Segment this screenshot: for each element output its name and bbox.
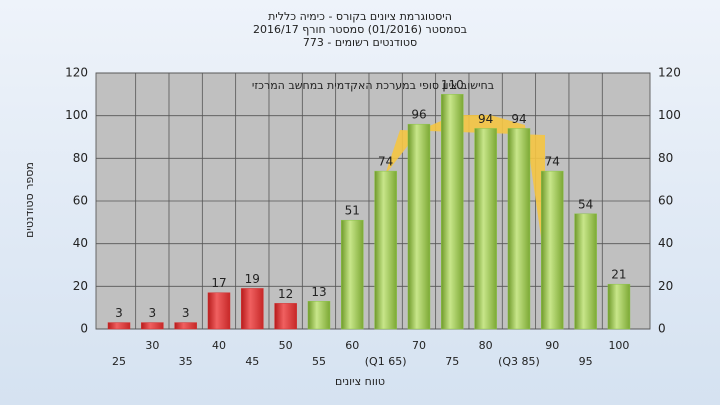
x-tick-label: 25 (112, 355, 126, 368)
x-tick-label: 40 (212, 339, 226, 352)
value-label: 3 (182, 306, 190, 320)
value-label: 94 (478, 112, 493, 126)
y-tick-label-right: 20 (658, 279, 673, 293)
y-tick-label: 40 (73, 236, 88, 250)
x-tick-label: 80 (479, 339, 493, 352)
y-tick-label-right: 40 (658, 236, 673, 250)
value-label: 17 (211, 276, 226, 290)
x-tick-label: 50 (279, 339, 293, 352)
bar (407, 123, 431, 330)
x-tick-label: 70 (412, 339, 426, 352)
y-tick-label-right: 80 (658, 151, 673, 165)
bar (574, 213, 597, 330)
value-label: 19 (245, 272, 260, 286)
bar (241, 288, 264, 330)
y-tick-label: 60 (73, 194, 88, 208)
x-axis-label: טווח ציונים (335, 375, 385, 388)
y-tick-label-right: 0 (658, 322, 666, 336)
value-label: 74 (545, 155, 560, 169)
x-tick-label: 75 (445, 355, 459, 368)
x-tick-label: 35 (179, 355, 193, 368)
y-tick-label: 0 (80, 322, 88, 336)
y-tick-label: 20 (73, 279, 88, 293)
bar (307, 301, 331, 330)
value-label: 13 (311, 285, 326, 299)
bar (341, 219, 364, 330)
x-tick-label: 55 (312, 355, 326, 368)
value-label: 3 (115, 306, 123, 320)
bar (607, 283, 631, 330)
bar (274, 303, 297, 330)
x-tick-label: 60 (345, 339, 359, 352)
value-label: 94 (511, 112, 526, 126)
y-tick-label: 100 (65, 108, 88, 122)
x-tick-label: 45 (245, 355, 259, 368)
bar (507, 128, 531, 330)
bar (541, 170, 564, 330)
bar (141, 322, 164, 330)
chart-subtitle: בסמסטר (01/2016) סמסטר חורף 2016/17 (253, 23, 467, 36)
x-tick-label: 95 (579, 355, 593, 368)
x-tick-label: 90 (545, 339, 559, 352)
bar (107, 322, 131, 330)
value-label: 110 (441, 78, 464, 92)
value-label: 54 (578, 197, 593, 211)
value-label: 74 (378, 155, 393, 169)
value-label: 12 (278, 287, 293, 301)
y-tick-label: 120 (65, 66, 88, 80)
y-tick-label-right: 120 (658, 66, 681, 80)
value-label: 3 (149, 306, 157, 320)
x-tick-label: 100 (608, 339, 629, 352)
value-label: 51 (345, 204, 360, 218)
y-tick-label-right: 100 (658, 108, 681, 122)
bar (374, 170, 397, 330)
annotation: בחישוב ציון סופי במערכת האקדמית במחשב המ… (252, 79, 494, 92)
y-axis-label: מספר סטודנטים (23, 162, 36, 238)
value-label: 21 (611, 268, 626, 282)
bar (174, 322, 197, 330)
bar (474, 128, 497, 330)
bar (441, 94, 464, 330)
chart-subtitle: סטודנטים רשומים - 773 (303, 36, 417, 49)
bar (207, 292, 231, 330)
y-tick-label: 80 (73, 151, 88, 165)
x-tick-label: (Q1 65) (365, 355, 407, 368)
x-tick-label: (Q3 85) (498, 355, 540, 368)
x-tick-label: 30 (145, 339, 159, 352)
value-label: 96 (411, 108, 426, 122)
y-tick-label-right: 60 (658, 194, 673, 208)
chart-title: היסטוגרמת ציונים בקורס - כימיה כללית (268, 10, 452, 23)
